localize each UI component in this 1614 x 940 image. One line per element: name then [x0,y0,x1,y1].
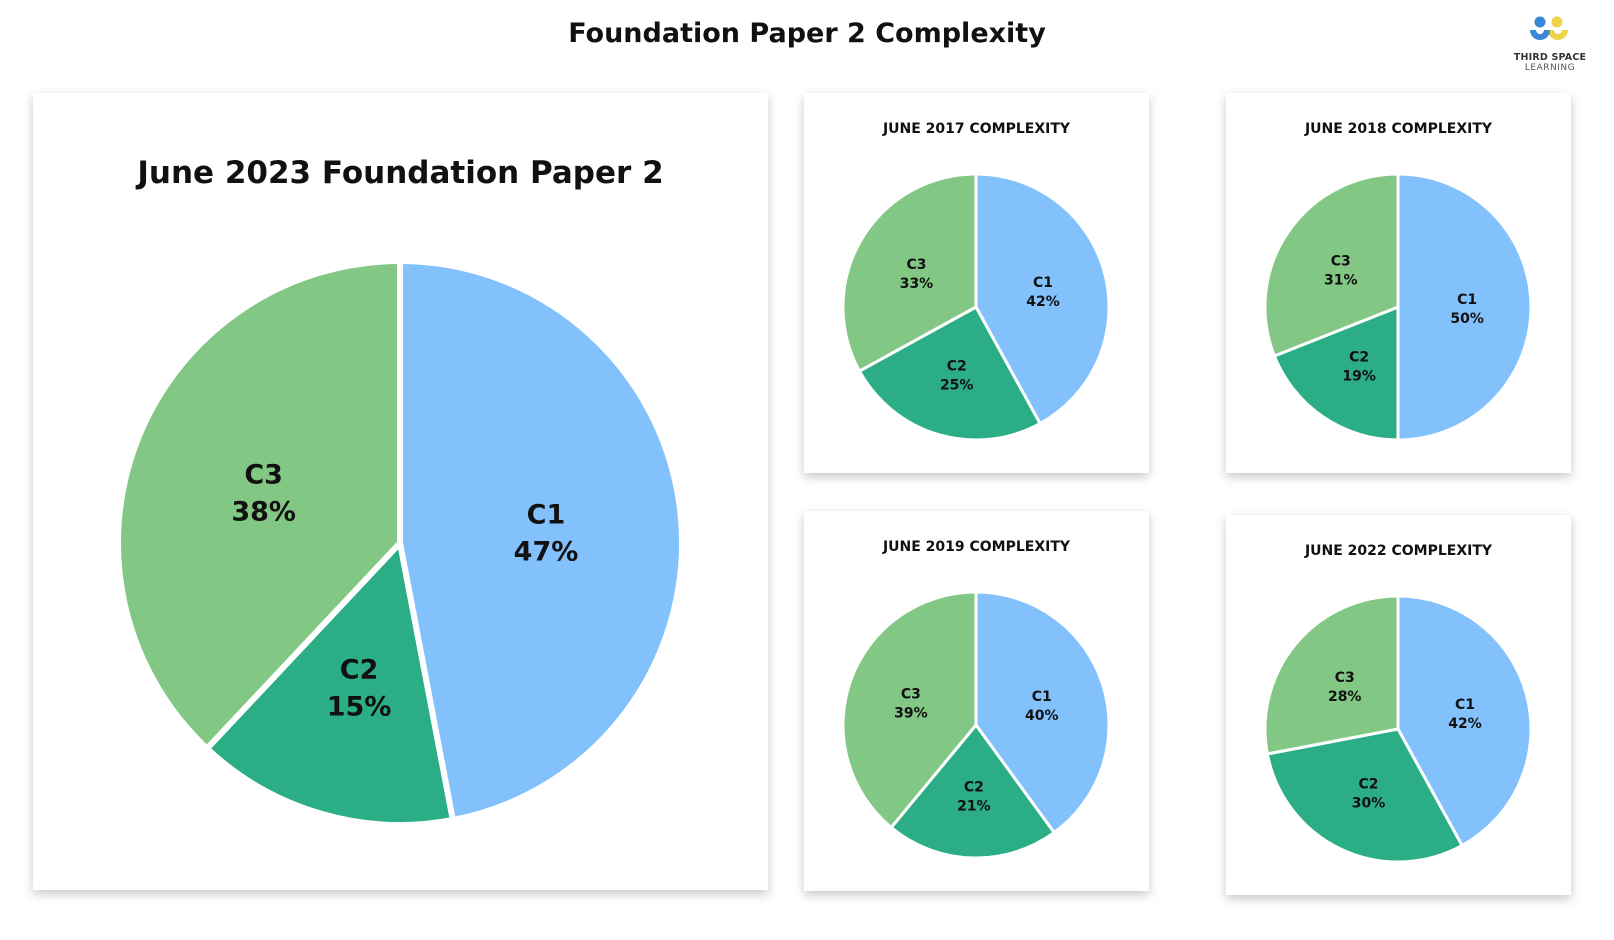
chart-title: JUNE 2022 COMPLEXITY [1304,543,1493,559]
third-space-learning-logo: THIRD SPACE LEARNING [1500,14,1600,73]
pie-slice-c1 [1396,172,1533,442]
chart-card-june-2018: C1 50% C2 19% C3 31% JUNE 2018 COMPLEXITY [1226,93,1571,473]
slice-category-label: C2 [1349,349,1369,365]
chart-title: JUNE 2017 COMPLEXITY [882,121,1071,137]
pie-slice-c3 [1263,172,1400,358]
slice-category-label: C1 [1457,292,1477,308]
slice-percent-label: 40% [1025,708,1059,724]
slice-percent-label: 21% [957,798,991,814]
slice-category-label: C3 [1335,670,1355,686]
page-title: Foundation Paper 2 Complexity [568,18,1046,49]
slice-percent-label: 50% [1450,311,1484,327]
slice-percent-label: 30% [1352,796,1386,812]
slice-category-label: C2 [1359,777,1379,793]
slice-percent-label: 42% [1448,716,1482,732]
chart-title: JUNE 2019 COMPLEXITY [882,539,1071,555]
slice-category-label: C2 [964,779,984,795]
slice-percent-label: 28% [1328,689,1362,705]
logo-text-line2: LEARNING [1524,63,1576,73]
pie-slice-c2 [203,540,456,828]
slice-percent-label: 25% [940,378,974,394]
slice-category-label: C3 [244,459,283,490]
slice-percent-label: 15% [327,691,392,722]
pie-slice-c2 [889,723,1056,860]
slice-category-label: C1 [1455,697,1475,713]
slice-category-label: C3 [906,257,926,273]
pie-slice-c1 [1396,594,1533,848]
chart-card-june-2023: C1 47% C2 15% C3 38% June 2023 Foundation Pap… [33,93,768,890]
pie-slice-c2 [1265,727,1464,864]
pie-slice-c2 [1272,305,1400,442]
logo-icon [1530,16,1568,40]
slice-percent-label: 33% [900,276,934,292]
pie-chart: C1 40% C2 21% C3 39% [841,590,1111,860]
pie-slice-c2 [857,305,1042,442]
slice-percent-label: 38% [231,496,296,527]
slice-percent-label: 31% [1324,272,1358,288]
slice-percent-label: 19% [1342,368,1376,384]
chart-card-june-2022: C1 42% C2 30% C3 28% JUNE 2022 COMPLEXITY [1226,515,1571,895]
slice-percent-label: 47% [514,537,579,568]
slice-category-label: C3 [901,687,921,703]
slice-percent-label: 39% [894,706,928,722]
chart-card-june-2017: C1 42% C2 25% C3 33% JUNE 2017 COMPLEXITY [804,93,1149,473]
pie-chart: C1 47% C2 15% C3 38% [115,258,685,828]
pie-slice-c1 [974,590,1111,835]
pie-slice-c1 [974,172,1111,426]
slice-category-label: C3 [1331,253,1351,269]
pie-slice-c3 [1263,594,1400,756]
slice-category-label: C1 [1032,689,1052,705]
pie-slice-c3 [841,172,978,373]
pie-slice-c3 [841,590,978,829]
slice-category-label: C2 [947,359,967,375]
chart-title: JUNE 2018 COMPLEXITY [1304,121,1493,137]
chart-card-june-2019: C1 40% C2 21% C3 39% JUNE 2019 COMPLEXITY [804,511,1149,891]
pie-slice-c1 [397,258,685,824]
slice-category-label: C1 [527,500,566,531]
pie-slice-c3 [115,258,403,752]
slice-category-label: C2 [340,654,379,685]
pie-chart: C1 42% C2 25% C3 33% [841,172,1111,442]
slice-percent-label: 42% [1026,294,1060,310]
chart-title: June 2023 Foundation Paper 2 [137,155,664,191]
slice-category-label: C1 [1033,275,1053,291]
logo-text-line1: THIRD SPACE [1513,52,1587,63]
pie-chart: C1 50% C2 19% C3 31% [1263,172,1533,442]
pie-chart: C1 42% C2 30% C3 28% [1263,594,1533,864]
